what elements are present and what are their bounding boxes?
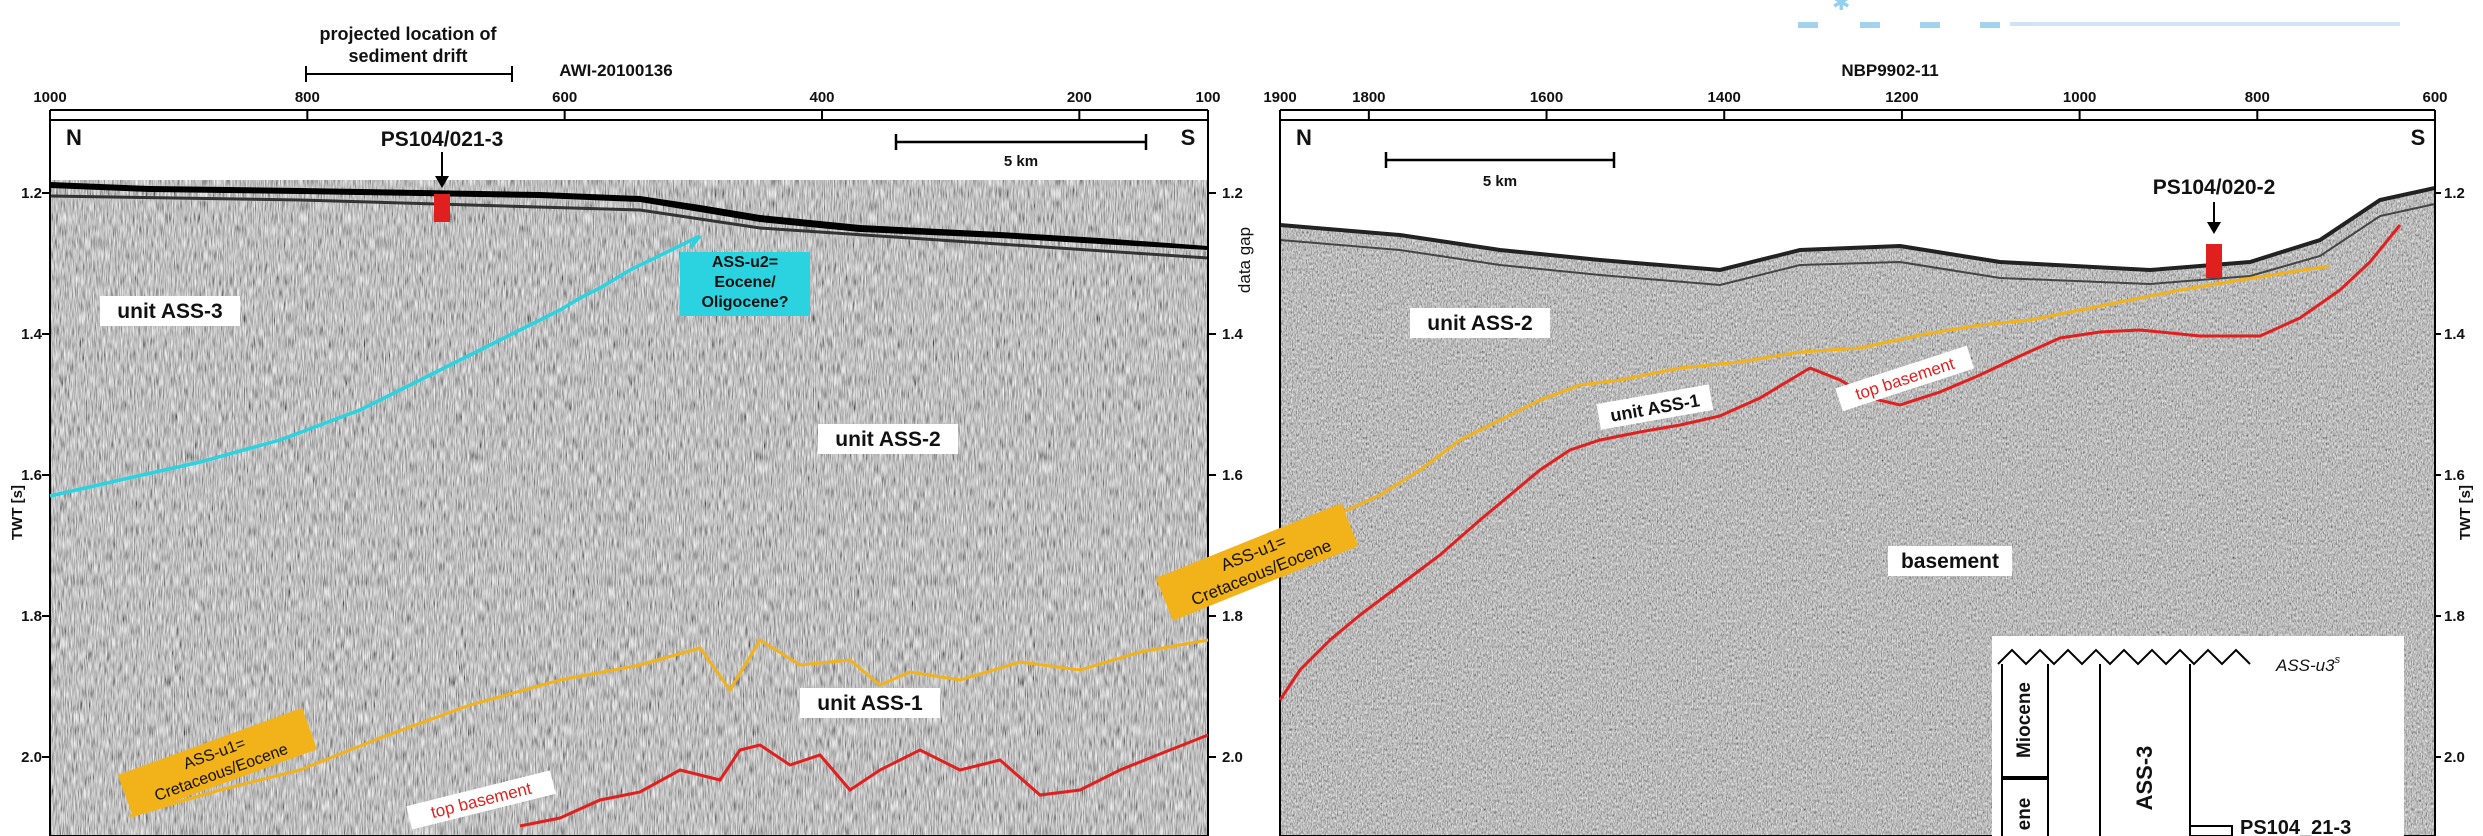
right-twt-tick-label: 2.0 <box>2444 749 2465 766</box>
u2-label-box <box>680 252 810 316</box>
drift-label-line2: sediment drift <box>348 46 467 66</box>
right-twt-axis: 1.2 1.4 1.6 1.8 2.0 <box>2435 185 2466 766</box>
right-scale-label: 5 km <box>1483 173 1517 190</box>
data-gap-label: data gap <box>1235 227 1254 293</box>
right-cdp-tick-label: 1400 <box>1708 89 1741 106</box>
left-scale-bar <box>894 134 1148 150</box>
mid-twt-tick-label: 2.0 <box>1222 749 1243 766</box>
right-twt-tick-label: 1.8 <box>2444 608 2465 625</box>
strat-core-label: PS104_21-3 <box>2240 817 2351 836</box>
left-cdp-tick-label: 400 <box>809 89 834 106</box>
strat-top-horizon: ASS-u3 <box>2275 656 2335 675</box>
strat-unit-ass3: ASS-3 <box>2132 746 2157 811</box>
left-unit-ass1: unit ASS-1 <box>817 692 923 715</box>
left-twt-tick-label: 1.8 <box>21 608 42 625</box>
left-cdp-tick-label: 600 <box>552 89 577 106</box>
right-north-label: N <box>1296 125 1312 150</box>
left-scale-label: 5 km <box>1004 153 1038 170</box>
u2-label-line3: Oligocene? <box>701 294 788 311</box>
right-cdp-tick-label: 1200 <box>1885 89 1918 106</box>
u2-label-line1: ASS-u2= <box>712 254 778 271</box>
left-twt-tick-label: 1.2 <box>21 185 42 202</box>
left-cdp-axis: 1000 800 600 400 200 100 <box>33 89 1221 119</box>
right-cdp-tick-label: 600 <box>2422 89 2447 106</box>
left-twt-tick-label: 1.4 <box>21 326 43 343</box>
left-twt-tick-label: 2.0 <box>21 749 42 766</box>
horizon-u1-right <box>1279 264 2331 537</box>
unconformity-zigzag <box>1997 648 2251 666</box>
left-cdp-tick-label: 1000 <box>33 89 66 106</box>
drift-label-line1: projected location of <box>319 24 497 44</box>
right-twt-tick-label: 1.2 <box>2444 185 2465 202</box>
right-twt-tick-label: 1.6 <box>2444 467 2465 484</box>
mid-twt-tick-label: 1.2 <box>1222 185 1243 202</box>
strat-epoch-partial: ene <box>2014 798 2035 831</box>
left-twt-tick-label: 1.6 <box>21 467 42 484</box>
left-cdp-tick-label: 100 <box>1195 89 1220 106</box>
right-twt-tick-label: 1.4 <box>2444 326 2466 343</box>
middle-twt-axis: 1.2 1.4 1.6 1.8 2.0 <box>1208 185 1244 766</box>
right-cdp-tick-label: 1800 <box>1352 89 1385 106</box>
right-profile-name: NBP9902-11 <box>1841 61 1938 80</box>
right-cdp-axis: 1900 1800 1600 1400 1200 1000 800 600 <box>1263 89 2448 119</box>
left-twt-axis: 1.2 1.4 1.6 1.8 2.0 <box>21 185 50 766</box>
top-basement-left <box>519 733 1209 828</box>
mid-twt-tick-label: 1.6 <box>1222 467 1243 484</box>
right-unit-ass2: unit ASS-2 <box>1427 312 1532 335</box>
top-basement-right <box>1278 224 2402 701</box>
right-cdp-tick-label: 1000 <box>2063 89 2096 106</box>
right-cdp-tick-label: 1600 <box>1530 89 1563 106</box>
left-y-axis-label: TWT [s] <box>9 485 26 540</box>
watermark-logo: ✱ <box>1798 0 2400 28</box>
strat-column-inset: ASS-u3s Miocene ene ASS-3 PS104_21-3 <box>1992 636 2404 836</box>
horizon-u1-left <box>129 637 1209 818</box>
left-site-label: PS104/021-3 <box>381 128 504 151</box>
left-north-label: N <box>66 125 82 150</box>
left-cdp-tick-label: 200 <box>1067 89 1092 106</box>
left-unit-ass3: unit ASS-3 <box>117 300 222 323</box>
left-site-marker <box>434 194 450 222</box>
right-cdp-tick-label: 1900 <box>1263 89 1296 106</box>
right-cdp-tick-label: 800 <box>2245 89 2270 106</box>
left-profile-name: AWI-20100136 <box>559 61 672 80</box>
strat-epoch-miocene: Miocene <box>2014 682 2035 758</box>
left-panel: 1000 800 600 400 200 100 1.2 1.4 1.6 1.8 2.0 TWT … <box>9 24 1221 836</box>
right-site-marker <box>2206 244 2222 278</box>
right-south-label: S <box>2411 125 2426 150</box>
right-scale-bar <box>1384 152 1616 168</box>
horizon-u2-left <box>49 234 702 498</box>
svg-text:✱: ✱ <box>1832 0 1850 15</box>
right-site-label: PS104/020-2 <box>2153 176 2276 199</box>
u2-label-line2: Eocene/ <box>714 274 776 291</box>
left-unit-ass2: unit ASS-2 <box>835 428 940 451</box>
mid-twt-tick-label: 1.8 <box>1222 608 1243 625</box>
right-panel: 1900 1800 1600 1400 1200 1000 800 600 1.2 1.4 1.6… <box>1155 61 2474 836</box>
left-south-label: S <box>1181 125 1196 150</box>
right-y-axis-label: TWT [s] <box>2457 485 2474 540</box>
mid-twt-tick-label: 1.4 <box>1222 326 1244 343</box>
drift-bracket <box>305 66 513 82</box>
svg-text:ASS-u3s: ASS-u3s <box>2275 654 2341 675</box>
strat-top-horizon-sup: s <box>2335 654 2341 666</box>
left-cdp-tick-label: 800 <box>295 89 320 106</box>
right-unit-basement: basement <box>1901 550 1999 573</box>
